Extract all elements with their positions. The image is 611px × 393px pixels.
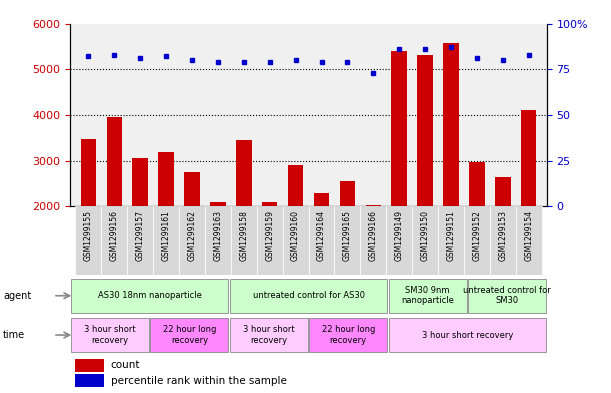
Text: GSM1299162: GSM1299162 [188,210,197,261]
Text: GSM1299153: GSM1299153 [499,210,507,261]
Bar [283,206,309,275]
Bar [469,162,485,206]
Text: SM30 9nm
nanoparticle: SM30 9nm nanoparticle [401,286,454,305]
Bar [210,202,225,206]
Text: 3 hour short
recovery: 3 hour short recovery [84,325,136,345]
Text: count: count [111,360,141,370]
Text: GSM1299166: GSM1299166 [369,210,378,261]
Bar [71,318,149,352]
Text: untreated control for AS30: untreated control for AS30 [252,291,365,300]
Bar [340,181,355,206]
Bar [230,279,387,313]
Bar [133,158,148,206]
Bar [521,110,536,206]
Text: GSM1299160: GSM1299160 [291,210,300,261]
Text: agent: agent [3,291,31,301]
Bar [71,279,229,313]
Bar [438,206,464,275]
Text: GSM1299164: GSM1299164 [317,210,326,261]
Text: GSM1299157: GSM1299157 [136,210,145,261]
Bar [412,206,438,275]
Text: 3 hour short
recovery: 3 hour short recovery [243,325,295,345]
Bar [417,55,433,206]
Bar [153,206,179,275]
Bar [231,206,257,275]
Text: untreated control for
SM30: untreated control for SM30 [463,286,551,305]
Bar [392,51,407,206]
Text: GSM1299149: GSM1299149 [395,210,404,261]
Text: GSM1299154: GSM1299154 [524,210,533,261]
Bar [81,139,96,206]
Text: GSM1299150: GSM1299150 [420,210,430,261]
Bar [75,375,104,387]
Bar [516,206,542,275]
Bar [127,206,153,275]
Text: GSM1299158: GSM1299158 [240,210,248,261]
Text: time: time [3,330,25,340]
Bar [334,206,360,275]
Bar [205,206,231,275]
Bar [389,318,546,352]
Bar [468,279,546,313]
Bar [309,206,334,275]
Bar [179,206,205,275]
Bar [490,206,516,275]
Text: GSM1299159: GSM1299159 [265,210,274,261]
Text: GSM1299161: GSM1299161 [161,210,170,261]
Bar [106,117,122,206]
Text: 3 hour short recovery: 3 hour short recovery [422,331,513,340]
Text: GSM1299152: GSM1299152 [472,210,481,261]
Bar [464,206,490,275]
Bar [75,359,104,372]
Bar [309,318,387,352]
Bar [288,165,304,206]
Text: 22 hour long
recovery: 22 hour long recovery [321,325,375,345]
Text: GSM1299151: GSM1299151 [447,210,456,261]
Text: GSM1299156: GSM1299156 [110,210,119,261]
Bar [262,202,277,206]
Text: GSM1299165: GSM1299165 [343,210,352,261]
Bar [389,279,467,313]
Text: AS30 18nm nanoparticle: AS30 18nm nanoparticle [98,291,202,300]
Bar [443,43,459,206]
Bar [236,140,252,206]
Bar [75,206,101,275]
Bar [313,193,329,206]
Bar [185,172,200,206]
Bar [158,151,174,206]
Bar [386,206,412,275]
Text: GSM1299163: GSM1299163 [213,210,222,261]
Bar [495,177,511,206]
Bar [257,206,283,275]
Bar [230,318,308,352]
Bar [150,318,229,352]
Text: GSM1299155: GSM1299155 [84,210,93,261]
Text: 22 hour long
recovery: 22 hour long recovery [163,325,216,345]
Text: percentile rank within the sample: percentile rank within the sample [111,376,287,386]
Bar [360,206,386,275]
Bar [101,206,127,275]
